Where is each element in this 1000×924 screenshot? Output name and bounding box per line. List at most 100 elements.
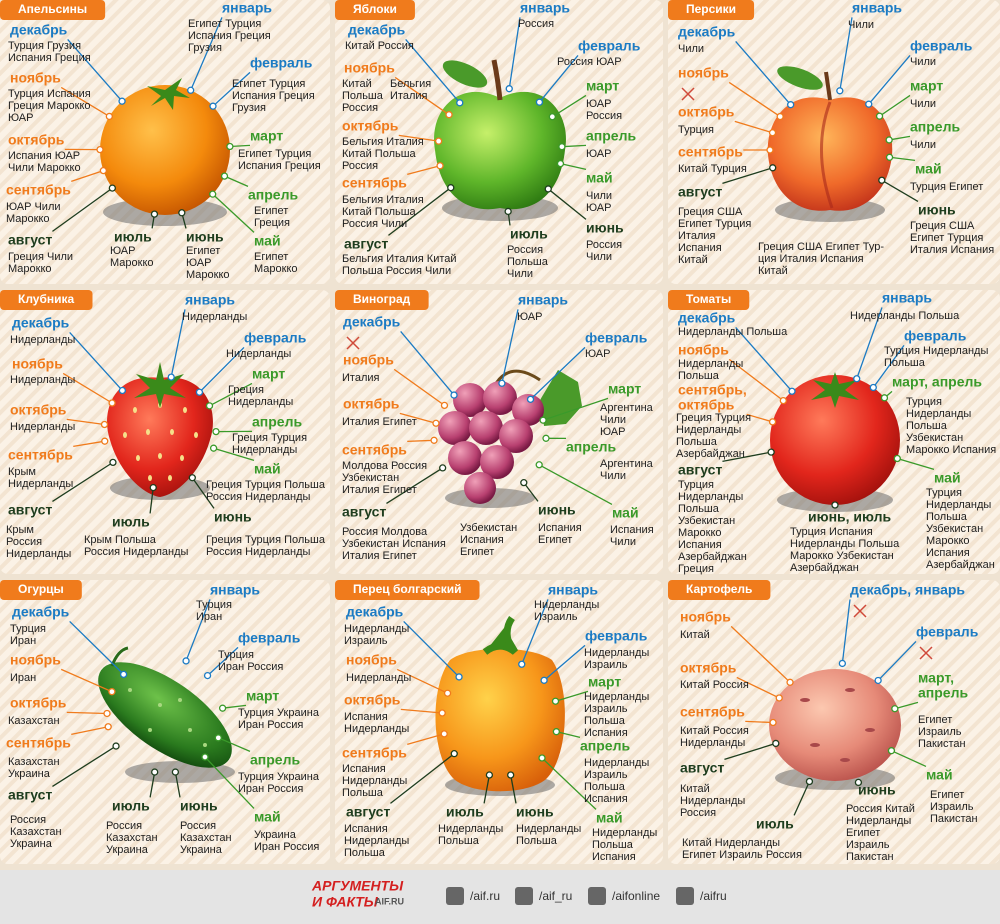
leader-dot: [105, 112, 113, 121]
country: Израиль: [584, 659, 628, 671]
month-label: март, апрель: [892, 373, 982, 389]
leader-line: [69, 331, 123, 391]
country: Польша: [678, 503, 720, 515]
country: Россия ЮАР: [557, 56, 622, 68]
cucumber: [98, 646, 235, 783]
country: Россия: [507, 244, 543, 256]
leader-line: [839, 17, 853, 91]
country: Египет: [846, 827, 880, 839]
leader-dot: [100, 420, 109, 429]
month-label: ноябрь: [346, 651, 397, 667]
footer: АРГУМЕНТЫ И ФАКТЫ AIF.RU /aif.ru /aif_ru…: [0, 870, 1000, 924]
country: Россия Нидерланды: [206, 546, 311, 558]
month-label: март: [250, 127, 283, 143]
leader-line: [71, 170, 104, 183]
social-link[interactable]: /aifonline: [612, 889, 660, 903]
vk-icon[interactable]: [515, 887, 533, 905]
leader-line: [400, 330, 455, 396]
month-label: сентябрь,: [678, 381, 747, 397]
country: Казахстан: [8, 756, 60, 768]
leader-line: [877, 640, 917, 681]
leader-dot: [558, 143, 566, 151]
month-label: февраль: [238, 629, 301, 645]
leader-line: [555, 690, 589, 702]
country: Узбекистан: [678, 515, 735, 527]
country: Чили: [600, 414, 626, 426]
social-link[interactable]: /aifru: [700, 889, 727, 903]
month-label: октябрь: [680, 659, 737, 675]
leader-dot: [178, 209, 186, 217]
month-label: ноябрь: [680, 608, 731, 624]
leader-dot: [103, 709, 111, 718]
country: Египет: [918, 714, 952, 726]
country: Узбекистан: [460, 522, 517, 534]
leader-dot: [768, 129, 777, 137]
leader-line: [207, 646, 239, 677]
month-label: февраль: [910, 37, 973, 53]
country: Чили Марокко: [8, 162, 81, 174]
month-label: апрель: [248, 186, 298, 202]
leader-dot: [865, 100, 873, 108]
social-link[interactable]: /aif_ru: [539, 889, 572, 903]
country: Турция: [196, 599, 232, 611]
country: Аргентина: [600, 458, 654, 470]
country: Нидерланды: [344, 835, 409, 847]
leader-dot: [450, 750, 458, 758]
month-label: июль: [112, 513, 150, 529]
leader-line: [746, 413, 773, 423]
country: Нидерланды: [232, 444, 297, 456]
leader-dot: [108, 399, 116, 407]
leader-line: [407, 733, 445, 746]
leader-dot: [456, 99, 464, 107]
social-link[interactable]: /aif.ru: [470, 889, 500, 903]
panel-tab: [0, 0, 106, 20]
month-label: апрель: [580, 737, 630, 753]
country: Греция Марокко: [8, 100, 91, 112]
country: Турция Украина: [238, 771, 320, 783]
country: Казахстан: [180, 832, 232, 844]
country: ЮАР: [585, 348, 610, 360]
country: Нидерланды Польша: [790, 538, 900, 550]
leader-dot: [150, 210, 159, 218]
country: Польша: [344, 847, 386, 859]
leader-dot: [548, 113, 556, 121]
ok-icon[interactable]: [676, 887, 694, 905]
panel-title: Перец болгарский: [353, 582, 462, 596]
country: Нидерланды: [584, 647, 649, 659]
leader-line: [403, 620, 460, 678]
country: Китай: [678, 254, 708, 266]
leader-line: [889, 156, 916, 162]
panel-title: Апельсины: [18, 2, 87, 16]
leader-dot: [214, 734, 222, 742]
leader-line: [212, 193, 255, 233]
leader-dot: [535, 461, 543, 469]
country: Украина: [254, 829, 297, 841]
country: Испания: [584, 727, 628, 739]
country: Иран Россия: [218, 661, 283, 673]
orange: [100, 78, 230, 226]
month-label: июль: [756, 815, 794, 831]
potato: [769, 669, 901, 790]
month-label: декабрь: [678, 23, 736, 39]
month-label: апрель: [566, 438, 616, 454]
country: Крым: [6, 524, 34, 536]
country: Россия: [180, 820, 216, 832]
country: Египет: [254, 205, 288, 217]
country: Марокко: [8, 263, 52, 275]
country: Испания: [584, 793, 628, 805]
month-label: ноябрь: [344, 59, 395, 75]
panel-title: Персики: [686, 2, 736, 16]
twitter-icon[interactable]: [588, 887, 606, 905]
month-label: март: [586, 77, 619, 93]
facebook-icon[interactable]: [446, 887, 464, 905]
leader-dot: [853, 375, 861, 383]
leader-line: [483, 774, 491, 804]
leader-dot: [434, 137, 443, 145]
country: Греция США: [910, 220, 975, 232]
month-label: сентябрь: [342, 441, 407, 457]
no-import-mark: [919, 646, 933, 660]
country: Китай: [342, 78, 372, 90]
country: ЮАР: [586, 98, 611, 110]
leader-line: [398, 134, 439, 142]
leader-line: [722, 167, 773, 185]
